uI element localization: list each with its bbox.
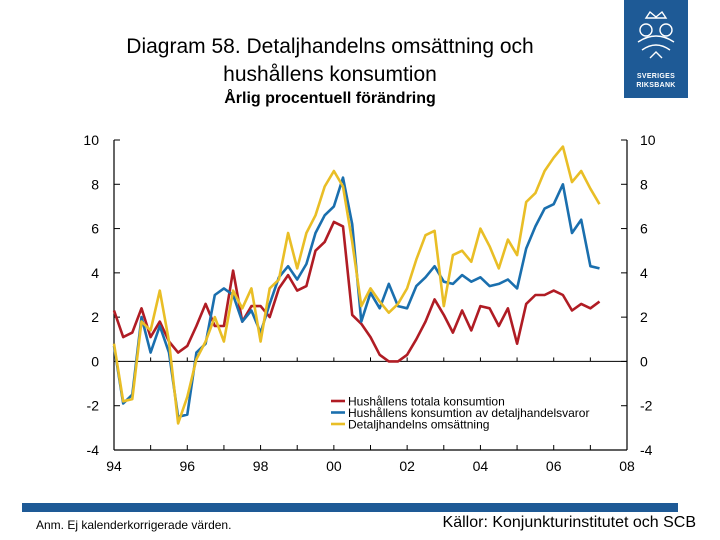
- y-tick-label-left: 10: [83, 132, 99, 148]
- y-tick-label-left: 0: [91, 353, 99, 369]
- y-tick-label-right: 6: [640, 221, 648, 237]
- chart-title-line-1: Diagram 58. Detaljhandelns omsättning oc…: [126, 35, 534, 58]
- series-line-1: [112, 220, 601, 363]
- footer-bar: [22, 503, 678, 512]
- x-tick-label: 04: [473, 458, 489, 474]
- y-tick-label-left: 4: [91, 265, 99, 281]
- y-tick-label-left: 8: [91, 176, 99, 192]
- y-tick-label-left: 2: [91, 309, 99, 325]
- series-line-3: [112, 145, 601, 425]
- x-tick-label: 06: [546, 458, 562, 474]
- crown-emblem-icon: [637, 10, 675, 59]
- y-tick-label-right: -2: [640, 398, 653, 414]
- chart-title-line-2: hushållens konsumtion: [223, 63, 437, 86]
- x-tick-label: 08: [619, 458, 635, 474]
- series-line-2: [112, 176, 600, 419]
- footnote: Anm. Ej kalenderkorrigerade värden.: [36, 518, 232, 532]
- y-tick-label-right: 10: [640, 132, 656, 148]
- legend-label-1: Hushållens totala konsumtion: [348, 395, 505, 409]
- chart-subtitle: Årlig procentuell förändring: [224, 90, 436, 107]
- logo-line-2: RIKSBANK: [636, 82, 676, 89]
- logo-line-1: SVERIGES: [636, 73, 676, 80]
- y-tick-label-left: -2: [87, 398, 100, 414]
- y-tick-label-left: 6: [91, 221, 99, 237]
- y-tick-label-right: 8: [640, 176, 648, 192]
- y-tick-label-right: -4: [640, 442, 653, 458]
- chart-title: Diagram 58. Detaljhandelns omsättning oc…: [40, 33, 620, 89]
- riksbank-logo: SVERIGES RIKSBANK: [624, 0, 688, 98]
- source-note: Källor: Konjunkturinstitutet och SCB: [442, 514, 696, 531]
- y-tick-label-right: 0: [640, 353, 648, 369]
- x-tick-label: 02: [399, 458, 415, 474]
- legend-label-3: Detaljhandelns omsättning: [348, 418, 489, 432]
- y-tick-label-right: 4: [640, 265, 648, 281]
- x-tick-label: 94: [106, 458, 122, 474]
- legend-label-2: Hushållens konsumtion av detaljhandelsva…: [348, 406, 589, 420]
- x-tick-label: 00: [326, 458, 342, 474]
- x-tick-label: 96: [179, 458, 195, 474]
- logo-text: SVERIGES RIKSBANK: [624, 72, 688, 90]
- x-tick-label: 98: [253, 458, 269, 474]
- y-tick-label-right: 2: [640, 309, 648, 325]
- y-tick-label-left: -4: [87, 442, 100, 458]
